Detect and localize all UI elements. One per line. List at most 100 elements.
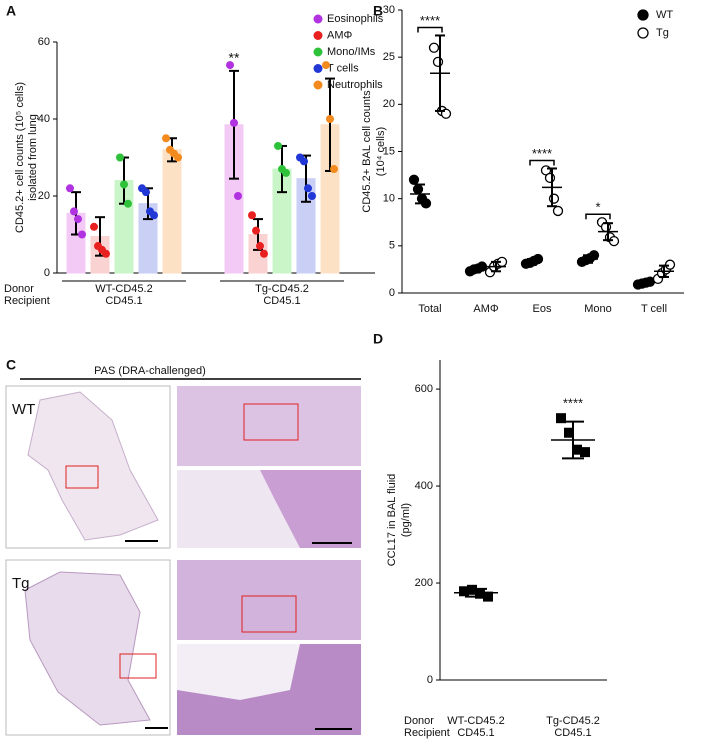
panel-letter: B	[373, 3, 383, 19]
data-point	[322, 61, 330, 70]
x-tick-label: Tg-CD45.2	[546, 715, 600, 727]
x-tick-label: Mono	[584, 303, 612, 315]
data-point	[483, 591, 493, 602]
data-point	[330, 165, 338, 174]
data-point	[120, 180, 128, 189]
legend-marker	[313, 80, 323, 90]
y-axis-label: (10⁴ cells)	[375, 127, 387, 176]
y-tick-label: 5	[389, 240, 395, 252]
data-point	[234, 192, 242, 200]
x-tick-label: WT-CD45.2	[95, 283, 152, 295]
data-point	[282, 168, 290, 177]
x-tick-label: CD45.1	[105, 295, 142, 307]
significance-bracket	[585, 213, 611, 220]
data-point	[162, 134, 170, 143]
data-point	[300, 157, 308, 166]
y-tick-label: 600	[415, 383, 433, 395]
y-tick-label: 30	[383, 4, 395, 16]
data-point	[548, 193, 560, 204]
legend-marker	[313, 64, 323, 73]
data-point	[544, 172, 556, 184]
zoom-box	[241, 595, 297, 633]
data-point	[274, 141, 282, 150]
data-point	[552, 205, 564, 217]
legend-marker	[637, 27, 649, 39]
image-detail-lumen	[177, 644, 300, 700]
legend-label: AMΦ	[327, 29, 353, 41]
data-point	[66, 184, 74, 193]
significance-bracket	[529, 159, 555, 166]
panel-letter: D	[373, 331, 383, 347]
data-point	[226, 61, 234, 70]
data-point	[252, 226, 260, 235]
data-point	[326, 115, 334, 123]
y-tick-label: 40	[38, 113, 50, 125]
data-point	[459, 586, 469, 597]
data-point	[124, 199, 132, 208]
image-detail-lumen	[177, 470, 300, 548]
y-axis-label: CD45.2+ BAL cell counts	[361, 90, 373, 213]
data-point	[408, 174, 420, 185]
legend-label: Tg	[656, 27, 669, 39]
data-point	[308, 192, 316, 200]
y-axis-label: isolated from lung	[27, 114, 39, 201]
data-point	[556, 413, 566, 424]
x-tick-label: Total	[418, 303, 441, 315]
significance: **	[229, 50, 240, 66]
data-point	[256, 242, 264, 251]
x-tick-label: CD45.1	[554, 727, 591, 739]
significance: ****	[532, 146, 552, 161]
row-label: Tg	[12, 575, 30, 592]
data-point	[90, 222, 98, 231]
y-tick-label: 10	[383, 193, 395, 205]
row-label: WT	[12, 401, 35, 418]
data-point	[304, 184, 312, 193]
legend-label: Neutrophils	[327, 79, 383, 91]
legend-marker	[637, 9, 649, 21]
zoom-box	[119, 653, 157, 679]
x-tick-label: T cell	[641, 303, 667, 315]
y-axis-label: CCL17 in BAL fluid	[386, 474, 398, 567]
data-point	[564, 427, 574, 438]
lung-section	[24, 571, 151, 726]
significance-bracket	[417, 26, 443, 33]
panel-letter: C	[6, 357, 16, 373]
panel-letter: A	[6, 3, 16, 19]
data-point	[74, 215, 82, 224]
significance: *	[595, 200, 600, 215]
data-point	[475, 588, 485, 599]
y-tick-label: 400	[415, 480, 433, 492]
data-point	[70, 207, 78, 216]
y-tick-label: 0	[44, 267, 50, 279]
x-tick-label: Eos	[533, 303, 552, 315]
y-tick-label: 20	[38, 190, 50, 202]
legend-marker	[313, 14, 323, 24]
x-tick-label: Tg-CD45.2	[255, 283, 309, 295]
data-point	[116, 153, 124, 162]
data-point	[230, 118, 238, 127]
significance: ****	[420, 13, 440, 28]
zoom-box	[65, 465, 99, 489]
panel-c: C PAS (DRA-challenged) WT Tg	[5, 357, 361, 736]
panel-c-title: PAS (DRA-challenged)	[94, 365, 206, 377]
data-point	[428, 42, 440, 53]
image-zoom	[177, 560, 361, 640]
y-tick-label: 60	[38, 36, 50, 48]
data-point	[572, 444, 582, 455]
y-tick-label: 25	[383, 51, 395, 63]
data-point	[142, 188, 150, 197]
data-point	[248, 211, 256, 220]
data-point	[102, 249, 110, 258]
x-tick-label: CD45.1	[263, 295, 300, 307]
y-tick-label: 200	[415, 577, 433, 589]
data-point	[174, 153, 182, 162]
significance: ****	[563, 396, 583, 411]
data-point	[78, 230, 86, 239]
y-tick-label: 0	[427, 674, 433, 686]
legend-label: WT	[656, 9, 673, 21]
legend-label: T cells	[327, 62, 359, 74]
y-axis-label: (pg/ml)	[400, 503, 412, 537]
legend-marker	[313, 31, 323, 40]
x-tick-label: AMΦ	[473, 303, 499, 315]
